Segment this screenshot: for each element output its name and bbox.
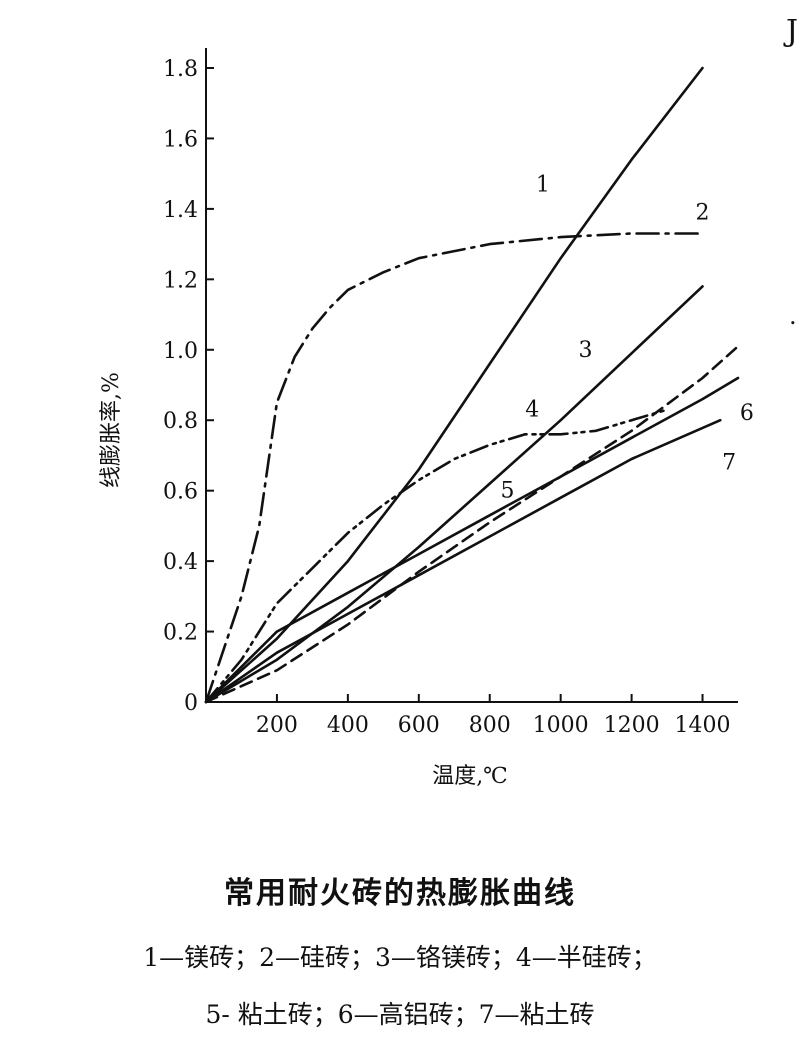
y-tick-label: 1.8 xyxy=(163,57,198,82)
edge-fragment-right: . xyxy=(789,302,797,330)
curve-7 xyxy=(204,418,722,704)
y-tick-label: 0.4 xyxy=(163,550,198,575)
y-tick-label: 0.2 xyxy=(163,621,198,646)
y-tick-label: 0.8 xyxy=(163,409,198,434)
x-tick-label: 800 xyxy=(469,713,511,738)
curve-labels: 1 2 3 4 5 67 xyxy=(500,172,753,503)
y-tick-label: 0.6 xyxy=(163,480,198,505)
x-tick-label: 200 xyxy=(256,713,298,738)
curve-6 xyxy=(204,376,740,704)
y-tick-label: 1.6 xyxy=(163,127,198,152)
curve-label-4: 4 xyxy=(525,398,539,423)
axes: 0 0.2 0.4 0.6 0.8 1.0 1.2 1.4 1.6 1.8 200 400 600 800… xyxy=(163,48,738,738)
x-tick-label: 400 xyxy=(327,713,369,738)
y-tick-label: 0 xyxy=(184,691,198,716)
thermal-expansion-chart: 0 0.2 0.4 0.6 0.8 1.0 1.2 1.4 1.6 1.8 200 400 600 800… xyxy=(99,48,754,789)
curve-label-5: 5 xyxy=(500,479,514,504)
curve-label-6: 6 xyxy=(740,401,754,426)
curve-2 xyxy=(204,232,704,704)
curve-5 xyxy=(204,344,740,704)
y-tick-label: 1.0 xyxy=(163,339,198,364)
x-tick-label: 1000 xyxy=(533,713,589,738)
y-tick-label: 1.4 xyxy=(163,198,198,223)
curve-3 xyxy=(204,285,704,704)
curve-1 xyxy=(204,66,704,704)
curve-label-1: 1 xyxy=(536,172,550,197)
figure-caption-title: 常用耐火砖的热膨胀曲线 xyxy=(224,876,576,911)
x-axis-title: 温度,℃ xyxy=(432,764,508,789)
edge-fragment-top-right: J xyxy=(786,14,799,49)
figure-legend-line-2: 5- 粘土砖；6—高铝砖；7—粘土砖 xyxy=(205,1000,595,1029)
curve-label-3: 3 xyxy=(578,338,592,363)
x-tick-label: 1400 xyxy=(675,713,731,738)
x-tick-label: 1200 xyxy=(604,713,660,738)
curve-label-2: 2 xyxy=(696,200,710,225)
y-axis-title: 线膨胀率,% xyxy=(99,372,124,488)
curves xyxy=(204,66,740,704)
y-tick-label: 1.2 xyxy=(163,268,198,293)
curve-label-7: 7 xyxy=(722,451,736,476)
x-tick-label: 600 xyxy=(398,713,440,738)
figure-legend-line-1: 1—镁砖；2—硅砖；3—铬镁砖；4—半硅砖； xyxy=(143,943,657,972)
curve-4 xyxy=(204,408,669,704)
